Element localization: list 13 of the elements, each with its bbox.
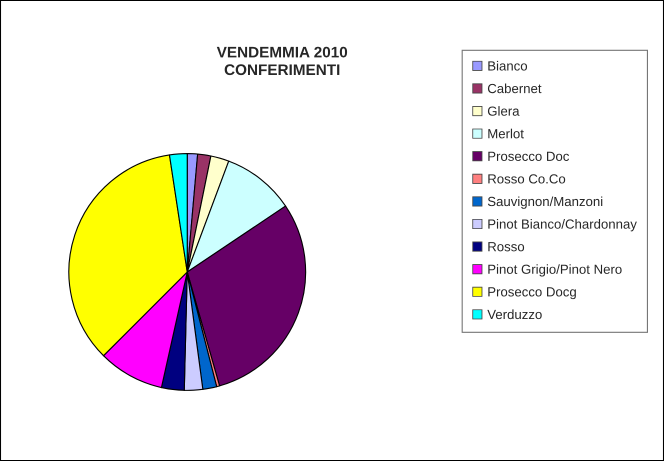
legend-label: Pinot Bianco/Chardonnay — [488, 219, 637, 232]
legend-label: Merlot — [488, 128, 524, 138]
legend-label: Prosecco Docg — [488, 287, 576, 300]
chart-title: VENDEMMIA 2010 CONFERIMENTI — [216, 46, 348, 76]
legend-label: Sauvignon/Manzoni — [488, 196, 602, 209]
legend-label: Pinot Grigio/Pinot Nero — [488, 264, 622, 277]
legend-label: Verduzzo — [487, 309, 542, 320]
legend-label: Bianco — [488, 60, 528, 71]
legend-label: Rosso Co.Co — [488, 174, 566, 184]
legend-label: Glera — [488, 106, 520, 116]
legend-label: Prosecco Doc — [488, 152, 570, 161]
legend-label: Cabernet — [488, 84, 542, 94]
legend-label: Rosso — [488, 242, 524, 252]
